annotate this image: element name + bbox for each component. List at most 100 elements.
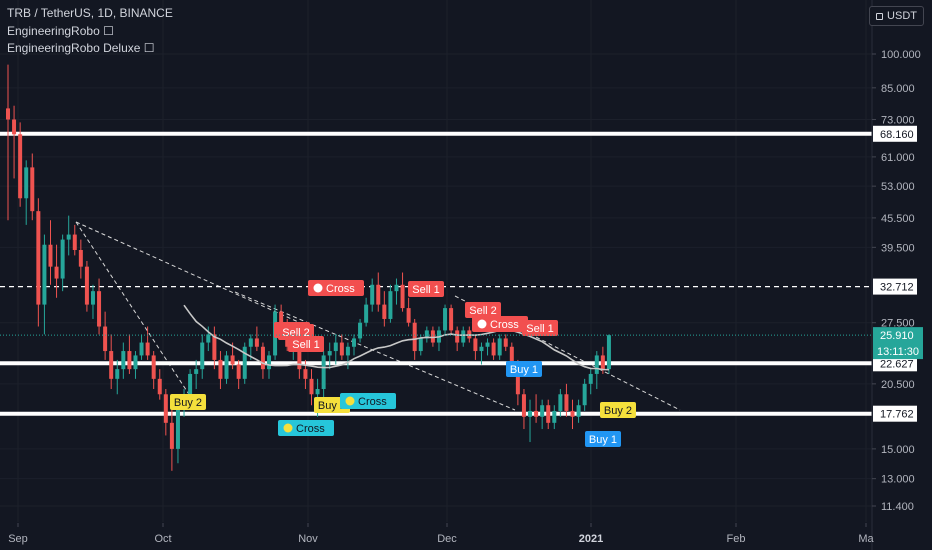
trend-line [75, 221, 306, 326]
signal-label-sell: Sell 2 [465, 302, 501, 318]
indicator-settings-icon[interactable]: ☐ [143, 41, 155, 55]
signal-label-bg [465, 302, 501, 318]
price-tick-label: 13.000 [881, 474, 915, 486]
candle-body [479, 346, 484, 352]
candle-body [188, 373, 193, 395]
price-tags: 68.160 32.712 22.627 17.762 25.910 13:11:30 [0, 125, 923, 422]
candle-body [200, 342, 205, 370]
candle-body [424, 330, 429, 339]
price-tick-label: 85.000 [881, 83, 915, 95]
signal-label-bg [278, 420, 334, 436]
level-price-tag [873, 405, 917, 422]
signal-label-text: Buy 1 [510, 364, 538, 376]
currency-selector[interactable]: USDT [869, 6, 924, 26]
signal-label-buy: Buy 1 [506, 361, 542, 377]
lock-icon [876, 12, 884, 20]
candle-body [109, 351, 114, 379]
level-price-tag [873, 278, 917, 295]
candle-body [540, 405, 545, 417]
signal-label-bg [600, 402, 636, 418]
signal-label-bg [585, 431, 621, 447]
candle-body [303, 369, 308, 379]
candle-body [169, 422, 174, 449]
candle-body [485, 342, 490, 347]
signal-label-sell-cross: Cross [308, 280, 364, 296]
signal-label-buy2: Buy 2 [170, 394, 206, 410]
signal-label-text: Buy 2 [174, 397, 202, 409]
indicator-engineeringrobo[interactable]: EngineeringRobo ☐ [7, 24, 114, 38]
candle-body [194, 369, 199, 374]
signal-label-bg [522, 320, 558, 336]
candle-body [588, 373, 593, 384]
candle-body [582, 383, 587, 406]
candle-body [327, 351, 332, 356]
signal-label-text: Cross [296, 423, 325, 435]
signal-label-bg [472, 316, 528, 332]
price-tick-label: 73.000 [881, 115, 915, 127]
candle-body [133, 355, 138, 370]
candle-body [315, 388, 320, 395]
candle-body [515, 364, 520, 395]
candle-body [78, 249, 83, 267]
candle-body [497, 338, 502, 356]
signal-label-bg [288, 336, 324, 352]
candle-body [461, 330, 466, 343]
time-tick-label: Feb [727, 533, 746, 545]
candle-body [24, 167, 29, 199]
candle-body [570, 410, 575, 417]
candle-body [333, 342, 338, 352]
grid [0, 0, 872, 522]
signal-label-text: Buy 1 [589, 434, 617, 446]
candle-body [84, 266, 89, 305]
candle-body [115, 369, 120, 379]
signal-label-buy2: Buy 2 [600, 402, 636, 418]
candle-body [564, 394, 569, 411]
horizontal-levels [0, 131, 872, 416]
candle-body [48, 244, 53, 267]
signal-label-bg [340, 393, 396, 409]
candle-body [42, 244, 47, 305]
candle-body [430, 330, 435, 343]
signal-label-bg [170, 394, 206, 410]
level-price-tag-text: 17.762 [880, 409, 914, 421]
bar-countdown-text: 13:11:30 [877, 346, 919, 358]
candles [6, 64, 611, 471]
candle-body [279, 311, 284, 327]
candle-body [455, 330, 460, 343]
candle-body [443, 308, 448, 331]
price-tick-label: 61.000 [881, 152, 915, 164]
indicator-engineeringrobo-deluxe[interactable]: EngineeringRobo Deluxe ☐ [7, 41, 155, 55]
candle-body [254, 338, 259, 347]
signal-label-text: Sell 1 [412, 284, 440, 296]
price-tick-label: 20.500 [881, 379, 915, 391]
candle-body [406, 308, 411, 323]
last-price-tag [873, 327, 923, 360]
signal-label-sell: Sell 1 [408, 281, 444, 297]
candle-body [60, 239, 65, 279]
candle-body [552, 410, 557, 423]
candle-body [600, 355, 605, 370]
candle-body [418, 338, 423, 352]
signal-label-bg [408, 281, 444, 297]
candle-body [449, 308, 454, 331]
candle-body [345, 346, 350, 356]
signal-label-text: Buy 2 [318, 400, 346, 412]
time-tick-label: 2021 [579, 533, 603, 545]
candle-body [242, 346, 247, 379]
candle-body [248, 338, 253, 347]
candle-body [224, 355, 229, 379]
candle-body [594, 355, 599, 374]
smiley-icon [283, 423, 293, 433]
price-tick-label: 27.500 [881, 318, 915, 330]
signal-label-text: Sell 1 [292, 339, 320, 351]
indicator-settings-icon[interactable]: ☐ [103, 24, 114, 38]
signal-label-bg [308, 280, 364, 296]
candle-body [382, 304, 387, 319]
signal-label-text: Cross [358, 396, 387, 408]
candle-body [212, 334, 217, 360]
candle-body [151, 355, 156, 379]
signal-label-buy-cross: Cross [340, 393, 396, 409]
candle-body [388, 291, 393, 319]
